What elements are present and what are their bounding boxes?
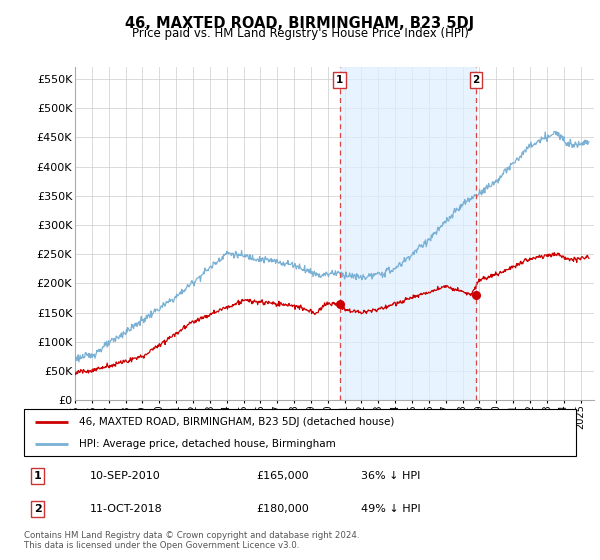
Text: 2: 2 (472, 75, 479, 85)
Text: HPI: Average price, detached house, Birmingham: HPI: Average price, detached house, Birm… (79, 438, 336, 449)
Text: 1: 1 (336, 75, 343, 85)
Text: 10-SEP-2010: 10-SEP-2010 (90, 471, 161, 481)
Text: 1: 1 (34, 471, 41, 481)
Text: Contains HM Land Registry data © Crown copyright and database right 2024.
This d: Contains HM Land Registry data © Crown c… (24, 531, 359, 550)
Text: 46, MAXTED ROAD, BIRMINGHAM, B23 5DJ: 46, MAXTED ROAD, BIRMINGHAM, B23 5DJ (125, 16, 475, 31)
Text: £180,000: £180,000 (256, 504, 308, 514)
Text: 2: 2 (34, 504, 41, 514)
Text: 11-OCT-2018: 11-OCT-2018 (90, 504, 163, 514)
Text: 36% ↓ HPI: 36% ↓ HPI (361, 471, 420, 481)
FancyBboxPatch shape (24, 409, 576, 456)
Text: 49% ↓ HPI: 49% ↓ HPI (361, 504, 421, 514)
Text: £165,000: £165,000 (256, 471, 308, 481)
Text: Price paid vs. HM Land Registry's House Price Index (HPI): Price paid vs. HM Land Registry's House … (131, 27, 469, 40)
Text: 46, MAXTED ROAD, BIRMINGHAM, B23 5DJ (detached house): 46, MAXTED ROAD, BIRMINGHAM, B23 5DJ (de… (79, 417, 395, 427)
Bar (340, 67, 476, 400)
